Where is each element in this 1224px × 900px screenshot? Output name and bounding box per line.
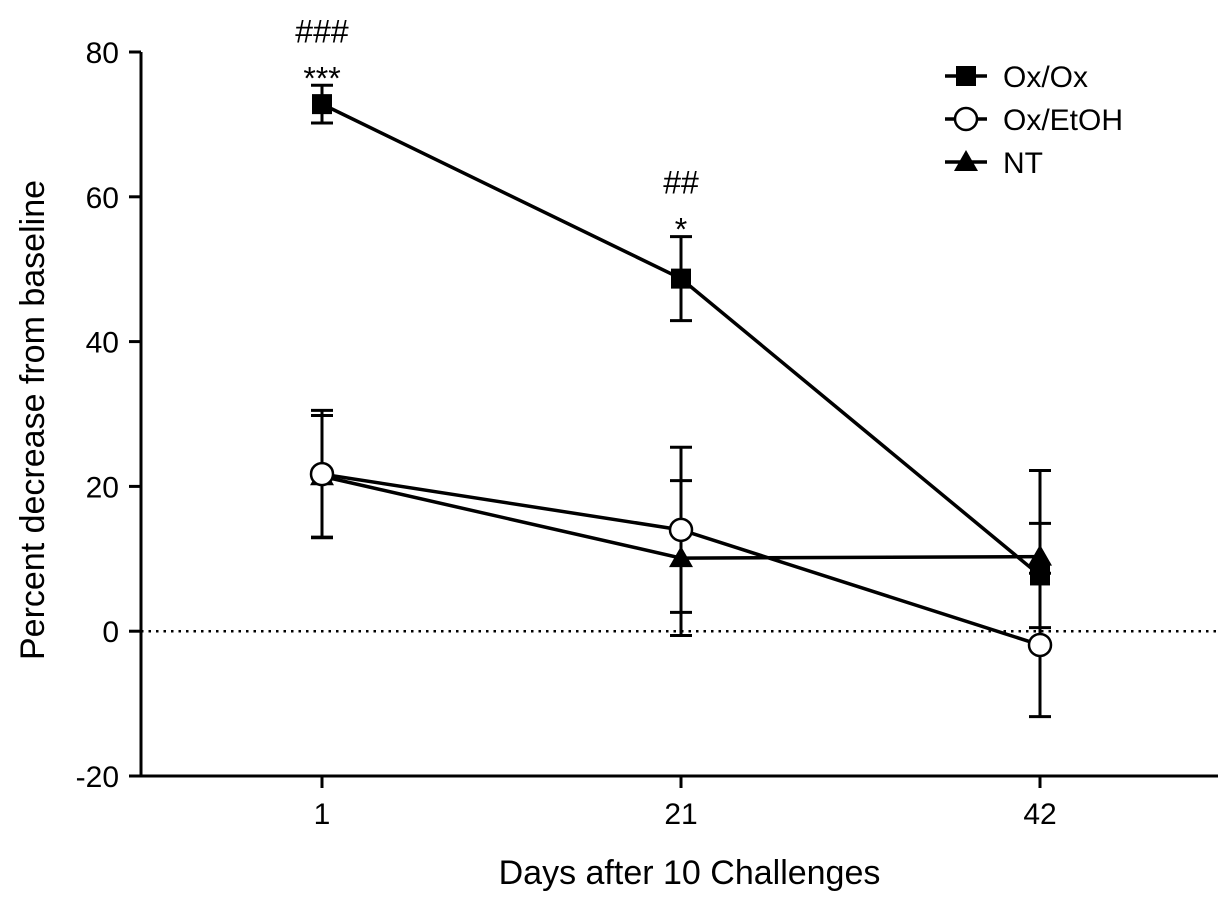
y-tick-label: 60 bbox=[86, 182, 119, 215]
legend: Ox/Ox Ox/EtOH NT bbox=[945, 61, 1123, 180]
legend-item-ox-etoh: Ox/EtOH bbox=[945, 104, 1123, 137]
series-ox-ox bbox=[311, 83, 1051, 630]
annotations: ### *** ## * bbox=[295, 13, 699, 247]
data-point bbox=[309, 461, 335, 487]
data-point bbox=[671, 268, 691, 289]
legend-marker bbox=[956, 66, 976, 86]
x-tick-label: 21 bbox=[664, 798, 697, 831]
data-point bbox=[668, 517, 694, 543]
data-point bbox=[1030, 565, 1050, 586]
legend-label: NT bbox=[1003, 147, 1043, 180]
legend-label: Ox/EtOH bbox=[1003, 104, 1123, 137]
y-axis-title: Percent decrease from baseline bbox=[14, 180, 52, 660]
significance-stars: * bbox=[675, 212, 687, 248]
legend-item-nt: NT bbox=[945, 147, 1043, 180]
legend-marker bbox=[954, 150, 978, 171]
significance-hashes: ### bbox=[295, 13, 349, 49]
legend-label: Ox/Ox bbox=[1003, 61, 1088, 94]
x-axis-title: Days after 10 Challenges bbox=[499, 854, 881, 892]
axes: -20 0 20 40 60 80 1 21 42 bbox=[76, 37, 1218, 831]
legend-item-ox-ox: Ox/Ox bbox=[945, 61, 1088, 94]
significance-stars: *** bbox=[303, 60, 340, 96]
y-tick-label: 40 bbox=[86, 327, 119, 360]
significance-hashes: ## bbox=[663, 165, 699, 201]
y-tick-label: 20 bbox=[86, 471, 119, 504]
y-tick-label: 80 bbox=[86, 37, 119, 70]
x-tick-label: 42 bbox=[1023, 798, 1056, 831]
legend-marker bbox=[953, 106, 979, 132]
y-tick-label: 0 bbox=[102, 616, 119, 649]
data-point bbox=[1027, 632, 1053, 658]
series-ox-etoh bbox=[309, 408, 1053, 719]
data-point bbox=[312, 94, 332, 115]
x-tick-label: 1 bbox=[314, 798, 331, 831]
y-tick-label: -20 bbox=[76, 761, 119, 794]
series-layer bbox=[309, 83, 1053, 719]
